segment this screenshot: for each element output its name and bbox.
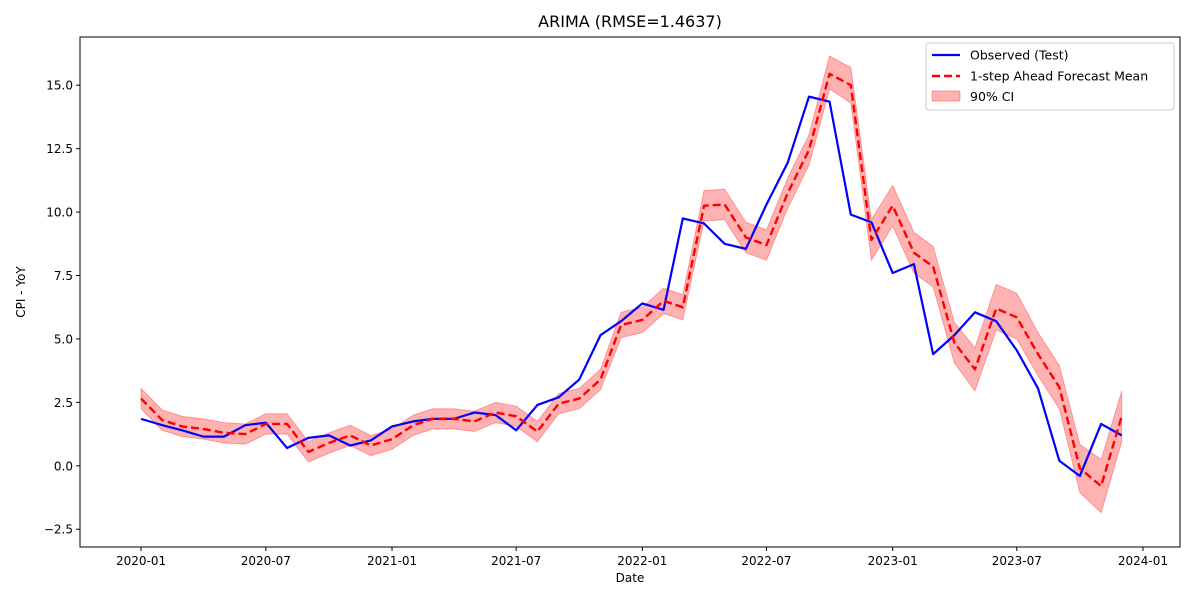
- ci-band-layer: [140, 55, 1123, 514]
- x-tick-label: 2021-07: [491, 554, 541, 568]
- x-axis-ticks: 2020-01 2020-07 2021-01 2021-07 2022-01 2022-…: [116, 547, 1168, 568]
- legend-frame: [925, 42, 1175, 111]
- x-tick-label: 2022-01: [617, 554, 667, 568]
- legend-ci-label: 90% CI: [970, 89, 1014, 104]
- y-tick-label: 5.0: [54, 332, 73, 346]
- plot-area: [80, 37, 1180, 547]
- x-tick-label: 2020-01: [116, 554, 166, 568]
- y-tick-label: 0.0: [54, 459, 73, 473]
- y-tick-label: 7.5: [54, 269, 73, 283]
- legend-forecast-label: 1-step Ahead Forecast Mean: [970, 69, 1148, 84]
- y-axis-ticks: −2.5 0.0 2.5 5.0 7.5 10.0 12.5 15.0: [44, 79, 80, 537]
- legend-ci-swatch: [931, 90, 961, 102]
- x-tick-label: 2022-07: [741, 554, 791, 568]
- legend-observed-label: Observed (Test): [970, 48, 1068, 63]
- legend: Observed (Test) 1-step Ahead Forecast Me…: [925, 42, 1175, 111]
- y-tick-label: 12.5: [46, 142, 73, 156]
- x-tick-label: 2024-01: [1118, 554, 1168, 568]
- y-tick-label: 2.5: [54, 396, 73, 410]
- y-tick-label: 15.0: [46, 79, 73, 93]
- y-tick-label: 10.0: [46, 206, 73, 220]
- x-tick-label: 2021-01: [367, 554, 417, 568]
- x-tick-label: 2023-01: [868, 554, 918, 568]
- forecast-series-line: [140, 72, 1123, 488]
- y-tick-label: −2.5: [44, 523, 73, 537]
- plot-frame: [79, 36, 1181, 548]
- observed-series-line: [140, 95, 1123, 478]
- x-tick-label: 2020-07: [241, 554, 291, 568]
- chart-title: ARIMA (RMSE=1.4637): [538, 12, 722, 31]
- series-lines-layer: [140, 72, 1123, 488]
- x-tick-label: 2023-07: [992, 554, 1042, 568]
- ci-band: [140, 55, 1123, 514]
- y-axis-label: CPI - YoY: [14, 266, 28, 318]
- x-axis-label: Date: [616, 571, 645, 585]
